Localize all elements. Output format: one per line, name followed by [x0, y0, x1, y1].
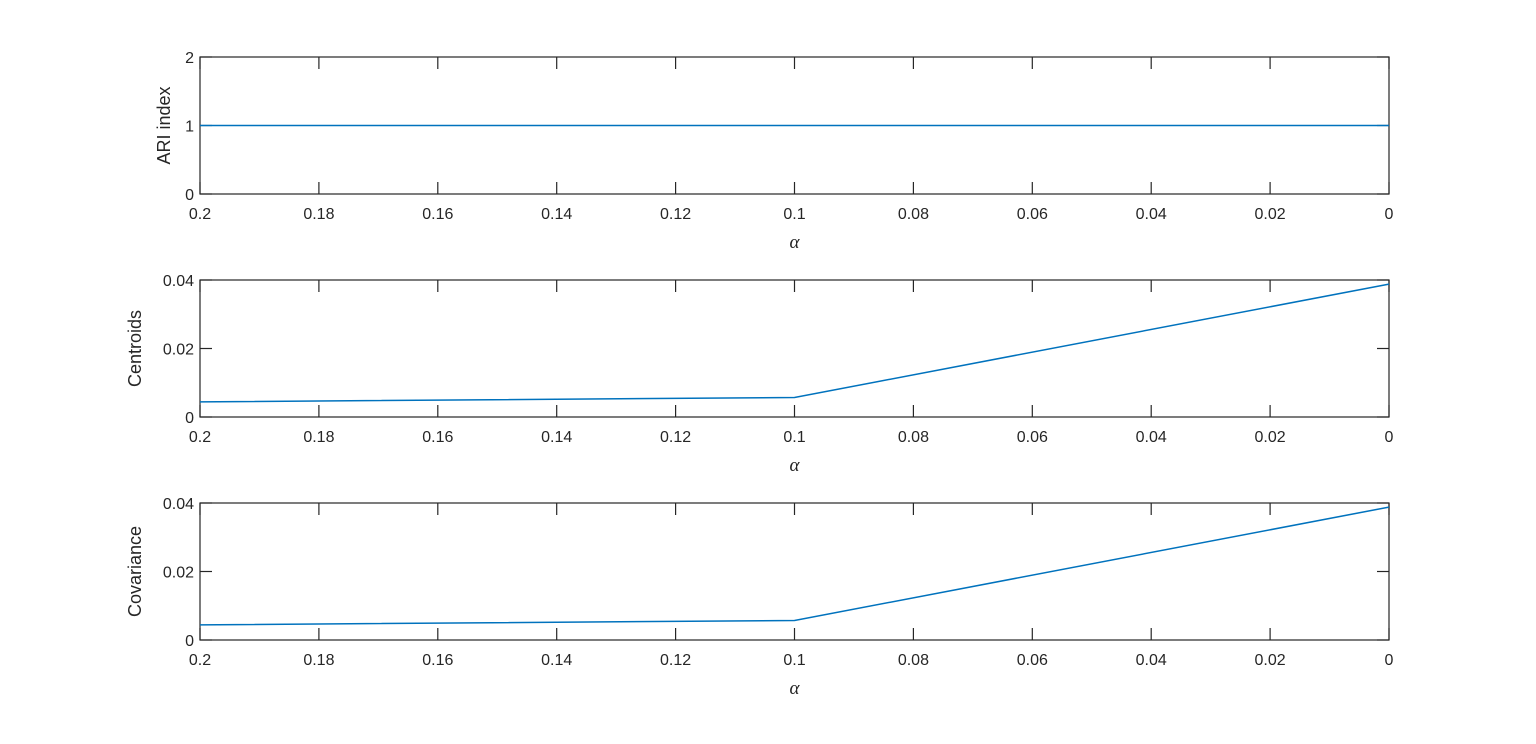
- y-tick-label: 0.04: [163, 496, 194, 513]
- x-tick-label: 0: [1385, 206, 1394, 223]
- x-tick-label: 0.2: [189, 206, 211, 223]
- y-tick-label: 0.02: [163, 565, 194, 582]
- x-tick-label: 0.2: [189, 652, 211, 669]
- x-tick-label: 0.1: [783, 652, 805, 669]
- x-tick-label: 0.02: [1255, 652, 1286, 669]
- x-tick-label: 0.12: [660, 429, 691, 446]
- x-axis-label: α: [790, 232, 801, 253]
- x-tick-label: 0.08: [898, 206, 929, 223]
- y-tick-label: 0: [185, 633, 194, 650]
- x-tick-label: 0.18: [303, 429, 334, 446]
- y-tick-label: 0: [185, 187, 194, 204]
- x-tick-label: 0.12: [660, 652, 691, 669]
- axes-box: [199, 502, 1390, 641]
- x-tick-label: 0.2: [189, 429, 211, 446]
- y-tick-label: 2: [185, 50, 194, 67]
- subplot-centroids: 0.2 0.18 0.16 0.14 0.12 0.1 0.08 0.06 0.04 0.02 0 0…: [125, 273, 1394, 476]
- y-tick-label: 0.04: [163, 273, 194, 290]
- x-tick-label: 0.06: [1017, 429, 1048, 446]
- x-tick-label: 0.08: [898, 429, 929, 446]
- y-axis-label: Covariance: [125, 526, 145, 617]
- x-tick-label: 0.06: [1017, 206, 1048, 223]
- x-tick-label: 0.14: [541, 652, 572, 669]
- y-tick-label: 1: [185, 119, 194, 136]
- x-tick-label: 0.18: [303, 206, 334, 223]
- x-tick-label: 0.04: [1136, 652, 1167, 669]
- y-axis-label: Centroids: [125, 310, 145, 387]
- subplot-covariance: 0.2 0.18 0.16 0.14 0.12 0.1 0.08 0.06 0.04 0.02 0 0…: [125, 496, 1394, 699]
- x-tick-label: 0.04: [1136, 429, 1167, 446]
- x-tick-label: 0.06: [1017, 652, 1048, 669]
- y-axis-label: ARI index: [154, 86, 174, 164]
- x-tick-label: 0.18: [303, 652, 334, 669]
- x-tick-label: 0.02: [1255, 206, 1286, 223]
- x-tick-label: 0.1: [783, 206, 805, 223]
- x-tick-label: 0.14: [541, 206, 572, 223]
- x-tick-label: 0.14: [541, 429, 572, 446]
- x-tick-label: 0.1: [783, 429, 805, 446]
- data-line-centroids: [199, 283, 1390, 403]
- x-tick-label: 0: [1385, 652, 1394, 669]
- x-tick-label: 0.08: [898, 652, 929, 669]
- x-tick-label: 0: [1385, 429, 1394, 446]
- y-tick-label: 0.02: [163, 342, 194, 359]
- subplot-ari: 0.2 0.18 0.16 0.14 0.12 0.1 0.08 0.06 0.04 0.02 0 0…: [154, 50, 1394, 253]
- x-axis-label: α: [790, 455, 801, 476]
- x-tick-label: 0.02: [1255, 429, 1286, 446]
- x-tick-label: 0.12: [660, 206, 691, 223]
- x-tick-label: 0.16: [422, 652, 453, 669]
- data-line-covariance: [199, 506, 1390, 626]
- x-tick-label: 0.16: [422, 429, 453, 446]
- x-axis-label: α: [790, 678, 801, 699]
- axes-box: [199, 279, 1390, 418]
- x-tick-label: 0.04: [1136, 206, 1167, 223]
- y-tick-label: 0: [185, 410, 194, 427]
- x-tick-label: 0.16: [422, 206, 453, 223]
